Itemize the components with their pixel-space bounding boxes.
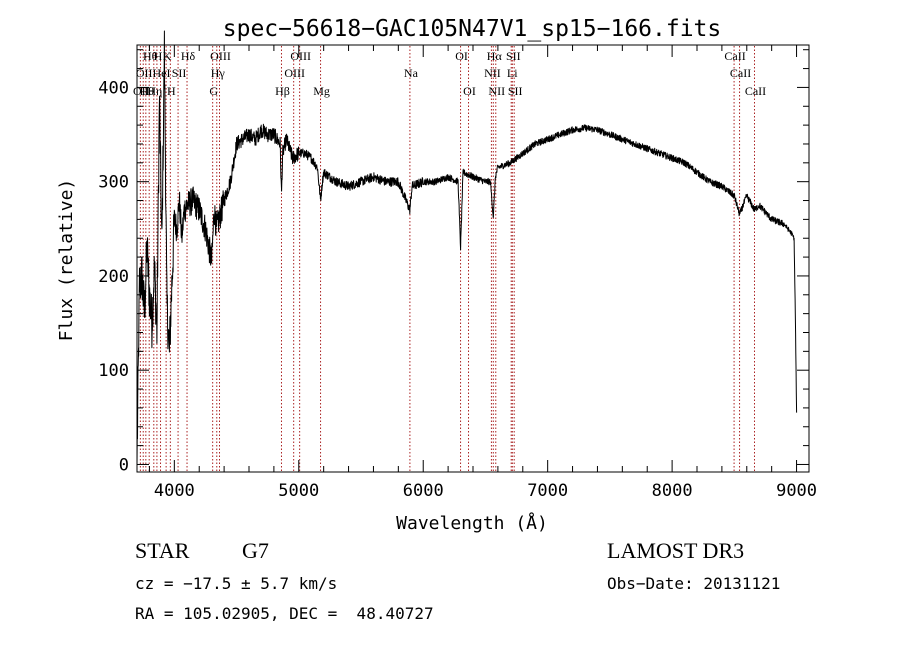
line-label-21: NII xyxy=(484,66,501,80)
plot-area: OIIOIIHθHθHηHHeIKHSIIHδGHγOIIIHβOIIIOIII… xyxy=(98,30,817,501)
line-label-9: SII xyxy=(172,66,187,80)
object-subclass: G7 xyxy=(242,538,269,563)
survey-name: LAMOST DR3 xyxy=(607,538,745,563)
line-label-28: CaII xyxy=(730,66,751,80)
line-label-24: Li xyxy=(507,66,518,80)
y-tick-label-4: 400 xyxy=(98,78,129,98)
line-label-27: CaII xyxy=(724,49,745,63)
y-axis-ticks: 0 100 200 300 400 xyxy=(98,49,809,475)
line-label-22: Hα xyxy=(487,49,503,63)
x-tick-label-2: 6000 xyxy=(403,481,444,501)
x-tick-label-3: 7000 xyxy=(527,481,568,501)
line-label-15: OIII xyxy=(284,66,305,80)
line-label-7: K xyxy=(163,49,172,63)
spectrum-series xyxy=(136,30,798,465)
spectral-line-labels: OIIOIIHθHθHηHHeIKHSIIHδGHγOIIIHβOIIIOIII… xyxy=(133,49,766,98)
line-label-23: NII xyxy=(488,84,505,98)
line-label-25: SII xyxy=(506,49,521,63)
x-tick-label-5: 9000 xyxy=(776,481,817,501)
line-label-4: Hη xyxy=(147,84,162,98)
line-label-6: HeI xyxy=(153,66,171,80)
y-tick-label-3: 300 xyxy=(98,173,129,193)
line-label-14: Hβ xyxy=(275,84,290,98)
ra-dec: RA = 105.02905, DEC = 48.40727 xyxy=(135,604,434,623)
line-label-3: Hθ xyxy=(143,49,158,63)
y-tick-label-1: 100 xyxy=(98,361,129,381)
line-label-11: G xyxy=(209,84,218,98)
observation-date: Obs−Date: 20131121 xyxy=(607,574,781,593)
line-label-20: OI xyxy=(463,84,476,98)
x-axis-ticks: 4000 5000 6000 7000 8000 9000 xyxy=(148,45,817,501)
spectrum-line xyxy=(136,30,798,465)
line-label-1: OII xyxy=(136,66,153,80)
spectral-line-markers xyxy=(139,46,755,471)
line-label-13: OIII xyxy=(210,49,231,63)
x-axis-label: Wavelength (Å) xyxy=(396,512,548,534)
line-label-18: Na xyxy=(404,66,419,80)
line-label-10: Hδ xyxy=(181,49,196,63)
y-tick-label-0: 0 xyxy=(119,455,129,475)
redshift-cz: cz = −17.5 ± 5.7 km/s xyxy=(135,574,338,593)
line-label-8: H xyxy=(167,84,176,98)
line-label-26: SII xyxy=(508,84,523,98)
line-label-17: Mg xyxy=(313,84,330,98)
object-class: STAR xyxy=(135,538,190,563)
chart-title: spec−56618−GAC105N47V1_sp15−166.fits xyxy=(223,16,722,42)
line-label-16: OIII xyxy=(290,49,311,63)
y-axis-label: Flux (relative) xyxy=(56,179,77,342)
line-label-5: H xyxy=(154,49,163,63)
y-tick-label-2: 200 xyxy=(98,267,129,287)
plot-frame xyxy=(136,44,810,473)
line-label-12: Hγ xyxy=(211,66,226,80)
x-tick-label-4: 8000 xyxy=(652,481,693,501)
x-tick-label-0: 4000 xyxy=(154,481,195,501)
line-label-19: OI xyxy=(455,49,468,63)
line-label-29: CaII xyxy=(745,84,766,98)
x-tick-label-1: 5000 xyxy=(278,481,319,501)
